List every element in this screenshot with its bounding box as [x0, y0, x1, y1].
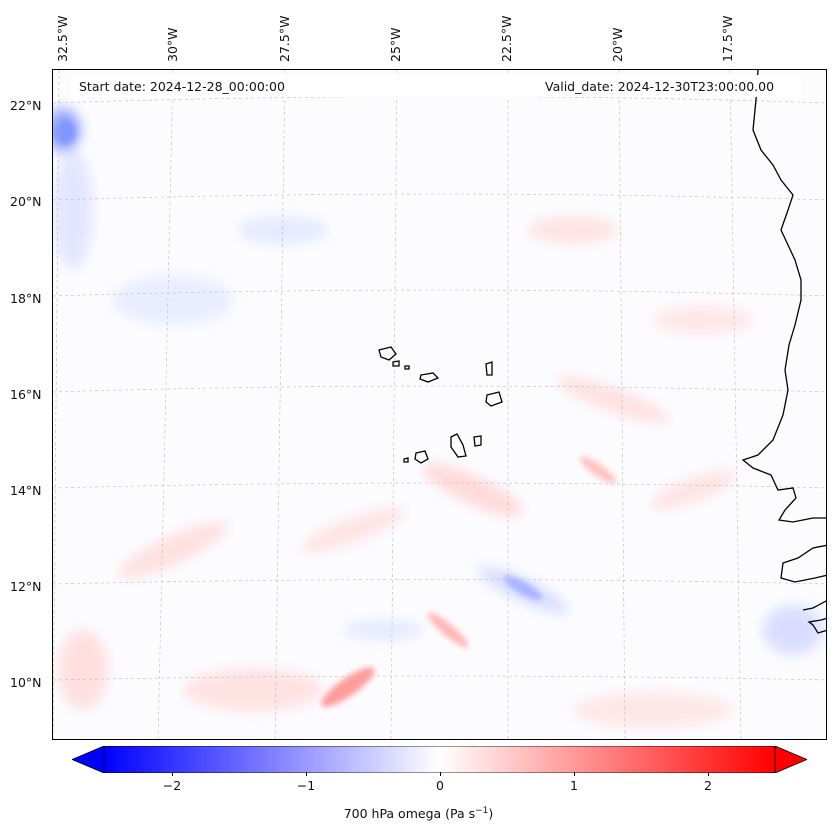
start-date-label: Start date: 2024-12-28_00:00:00	[79, 79, 285, 94]
strong-blue-anomaly	[503, 575, 543, 601]
red-anomaly	[183, 668, 323, 712]
red-anomaly	[653, 306, 753, 334]
colorbar-tick-label: 0	[436, 778, 444, 793]
blue-anomaly	[343, 620, 423, 640]
lat-label-14N: 14°N	[10, 483, 42, 498]
lon-label-25W: 25°W	[388, 27, 403, 62]
colorbar-tick-label: −1	[296, 778, 316, 793]
lat-label-22N: 22°N	[10, 98, 42, 113]
blue-anomaly	[763, 605, 823, 655]
lat-label-10N: 10°N	[10, 675, 42, 690]
cape-verde-islands	[378, 346, 503, 464]
blue-anomaly	[55, 120, 75, 144]
red-anomaly	[301, 508, 405, 552]
red-anomaly	[528, 216, 618, 244]
lon-label-32.5W: 32.5°W	[55, 15, 70, 62]
colorbar-tick-label: −2	[162, 778, 182, 793]
colorbar-max-extend	[774, 745, 809, 774]
coastline	[741, 70, 826, 634]
colorbar-gradient	[103, 745, 776, 774]
red-anomaly	[118, 521, 228, 579]
map-panel[interactable]: Start date: 2024-12-28_00:00:00 Valid_da…	[52, 69, 827, 740]
colorbar-tick-label: 2	[704, 778, 712, 793]
colorbar-title: 700 hPa omega (Pa s−1)	[0, 806, 837, 821]
red-anomaly	[573, 692, 733, 728]
colorbar-tick-label: 1	[570, 778, 578, 793]
lon-label-22.5W: 22.5°W	[499, 15, 514, 62]
red-anomaly	[427, 612, 469, 648]
lon-label-27.5W: 27.5°W	[277, 15, 292, 62]
lat-label-18N: 18°N	[10, 291, 42, 306]
red-anomaly	[422, 463, 524, 517]
blue-anomaly	[53, 150, 93, 270]
colorbar	[70, 745, 809, 774]
strong-red-anomaly	[321, 667, 375, 707]
colorbar-tickmark	[440, 772, 441, 776]
blue-anomaly	[238, 216, 328, 244]
lon-label-30W: 30°W	[165, 27, 180, 62]
blue-anomaly	[113, 275, 233, 325]
colorbar-title-exponent: −1	[475, 806, 489, 816]
graticule	[53, 70, 826, 739]
colorbar-title-text: 700 hPa omega (Pa s	[343, 806, 476, 822]
colorbar-tickmark	[574, 772, 575, 776]
colorbar-tickmark	[172, 772, 173, 776]
lat-label-12N: 12°N	[10, 579, 42, 594]
colorbar-title-close: )	[488, 806, 494, 822]
omega-field-map	[53, 70, 826, 739]
lon-label-17.5W: 17.5°W	[720, 15, 735, 62]
lon-label-20W: 20°W	[610, 27, 625, 62]
lat-label-16N: 16°N	[10, 387, 42, 402]
red-anomaly	[556, 376, 670, 424]
red-anomaly	[650, 470, 736, 510]
red-anomaly	[579, 456, 617, 484]
colorbar-tickmark	[708, 772, 709, 776]
lat-label-20N: 20°N	[10, 194, 42, 209]
colorbar-tickmark	[306, 772, 307, 776]
valid-date-label: Valid_date: 2024-12-30T23:00:00.00	[545, 79, 775, 94]
red-anomaly	[58, 630, 108, 710]
colorbar-min-extend	[70, 745, 105, 774]
